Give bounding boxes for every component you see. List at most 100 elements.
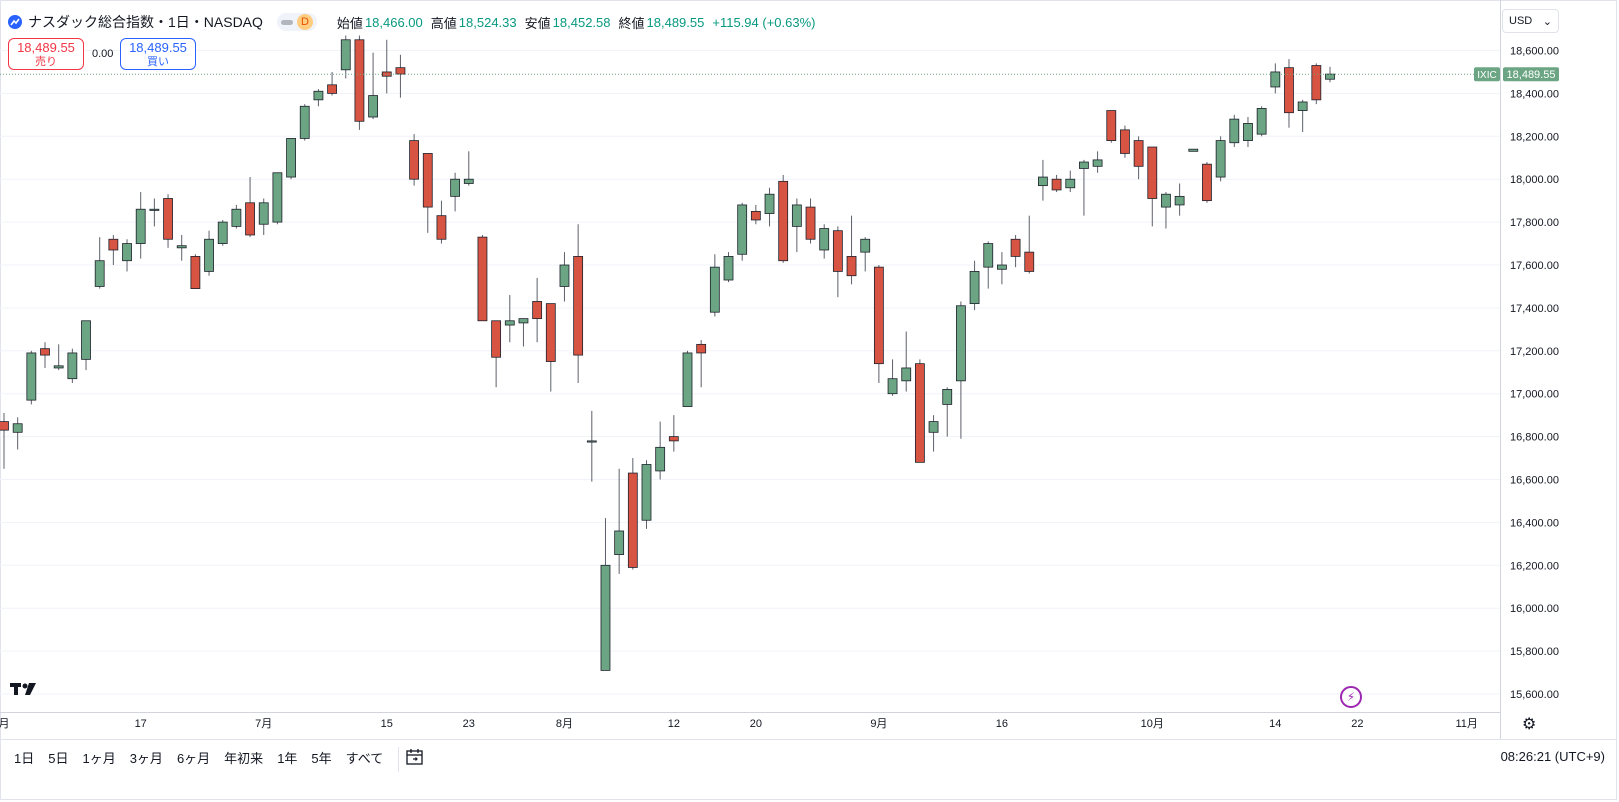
tradingview-logo-icon[interactable] [10,680,40,701]
candle [1311,63,1322,105]
lightning-icon[interactable]: ⚡ [1340,686,1362,708]
candle-body [1065,178,1076,189]
candle [436,200,447,244]
timeframe-0[interactable]: 1日 [14,751,35,766]
symbol-label-bg [1474,67,1500,82]
axis-layer: 15,600.00 15,800.00 16,000.00 16,200.00 16,4… [0,0,1559,739]
candle-body [368,95,378,118]
y-tick-label: 16,000.00 [1510,603,1559,615]
timeframe-2[interactable]: 1ヶ月 [82,751,116,766]
candle-body [354,39,365,122]
calendar-icon[interactable] [398,747,425,772]
y-tick-label: 17,000.00 [1510,389,1559,401]
candle [696,340,707,388]
candle [395,54,406,98]
candle-body [340,39,351,71]
candle [573,224,584,383]
candle-body [832,230,843,272]
candle-body [450,178,461,197]
candle [641,460,652,529]
candle-body [641,464,652,521]
candle [327,71,337,96]
candle-body [286,138,296,178]
candle-body [26,352,37,401]
candle-body [1270,71,1281,88]
candle [668,415,679,452]
timeframe-3[interactable]: 3ヶ月 [129,751,163,766]
candle-body [573,256,584,356]
y-tick-label: 16,400.00 [1510,517,1559,529]
y-tick-label: 18,000.00 [1510,174,1559,186]
candle-body [94,260,105,287]
candle-body [969,271,980,305]
x-tick-label: 10月 [1141,718,1164,730]
bottom-toolbar: 1日 5日 1ヶ月 3ヶ月 6ヶ月 年初来 1年 5年 すべて 08:26:21 (UTC+9) [0,739,1617,775]
timeframe-1[interactable]: 5日 [48,751,69,766]
x-tick-label: 17 [135,718,147,730]
x-tick-label: 11月 [1455,718,1477,730]
candle [81,320,91,371]
timeframe-5[interactable]: 年初来 [224,751,264,766]
clock[interactable]: 08:26:21 (UTC+9) [1500,749,1605,764]
gear-icon[interactable]: ⚙ [1522,716,1537,733]
candle [1051,174,1062,193]
y-tick-label: 16,200.00 [1510,560,1559,572]
candle-body [1051,178,1062,191]
candle [901,331,912,392]
timeframe-7[interactable]: 5年 [311,751,332,766]
buy-price: 18,489.55 [129,40,187,55]
candle-body [696,343,707,354]
candle [231,204,242,229]
symbol-title[interactable]: ナスダック総合指数・1日・NASDAQ [28,14,263,30]
candle-body [108,238,119,251]
candle [504,295,515,343]
candle-layer [0,35,1335,671]
candle-body [149,208,160,211]
candle [655,421,666,480]
timeframe-4[interactable]: 6ヶ月 [176,751,211,766]
candle [1215,136,1226,182]
candle [1202,162,1212,203]
market-status-badge[interactable]: D [276,13,317,31]
open-label: 始値 [336,15,363,31]
currency-select[interactable]: USD ⌄ [1502,9,1559,33]
timeframe-8[interactable]: すべて [345,751,384,766]
candle [67,348,78,383]
y-tick-label: 18,400.00 [1510,88,1559,100]
candle [368,52,378,120]
x-tick-label: 12 [668,718,680,730]
candle-body [873,266,884,365]
spread-value: 0.00 [92,48,114,60]
candle-body [491,320,502,358]
candle [1256,106,1267,137]
candle-body [737,204,748,255]
candle-body [860,238,871,253]
x-tick-label: 14 [1269,718,1281,730]
candle-body [956,305,966,382]
x-tick-label: 15 [381,718,393,730]
candle-body [477,236,488,322]
candle [832,226,843,298]
candle-body [600,564,611,671]
candle-body [997,264,1007,270]
y-tick-label: 17,400.00 [1510,303,1559,315]
x-tick-label: 16 [996,718,1008,730]
timeframe-6[interactable]: 1年 [277,751,298,766]
candle-body [1297,101,1308,111]
candle-body [245,202,255,236]
candle-body [381,71,392,77]
candle-body [846,256,857,277]
candle [819,224,830,259]
chart-canvas[interactable]: 15,600.00 15,800.00 16,000.00 16,200.00 16,4… [0,0,1619,739]
candle [969,260,980,311]
candle [1133,136,1144,180]
candle-body [764,193,775,214]
candle-body [1215,140,1226,178]
buy-button[interactable]: 18,489.55 買い [120,38,196,70]
candle [0,413,9,469]
candle-body [1010,238,1021,257]
sell-button[interactable]: 18,489.55 売り [8,38,84,70]
candle [1120,125,1130,158]
candle-body [518,318,529,324]
